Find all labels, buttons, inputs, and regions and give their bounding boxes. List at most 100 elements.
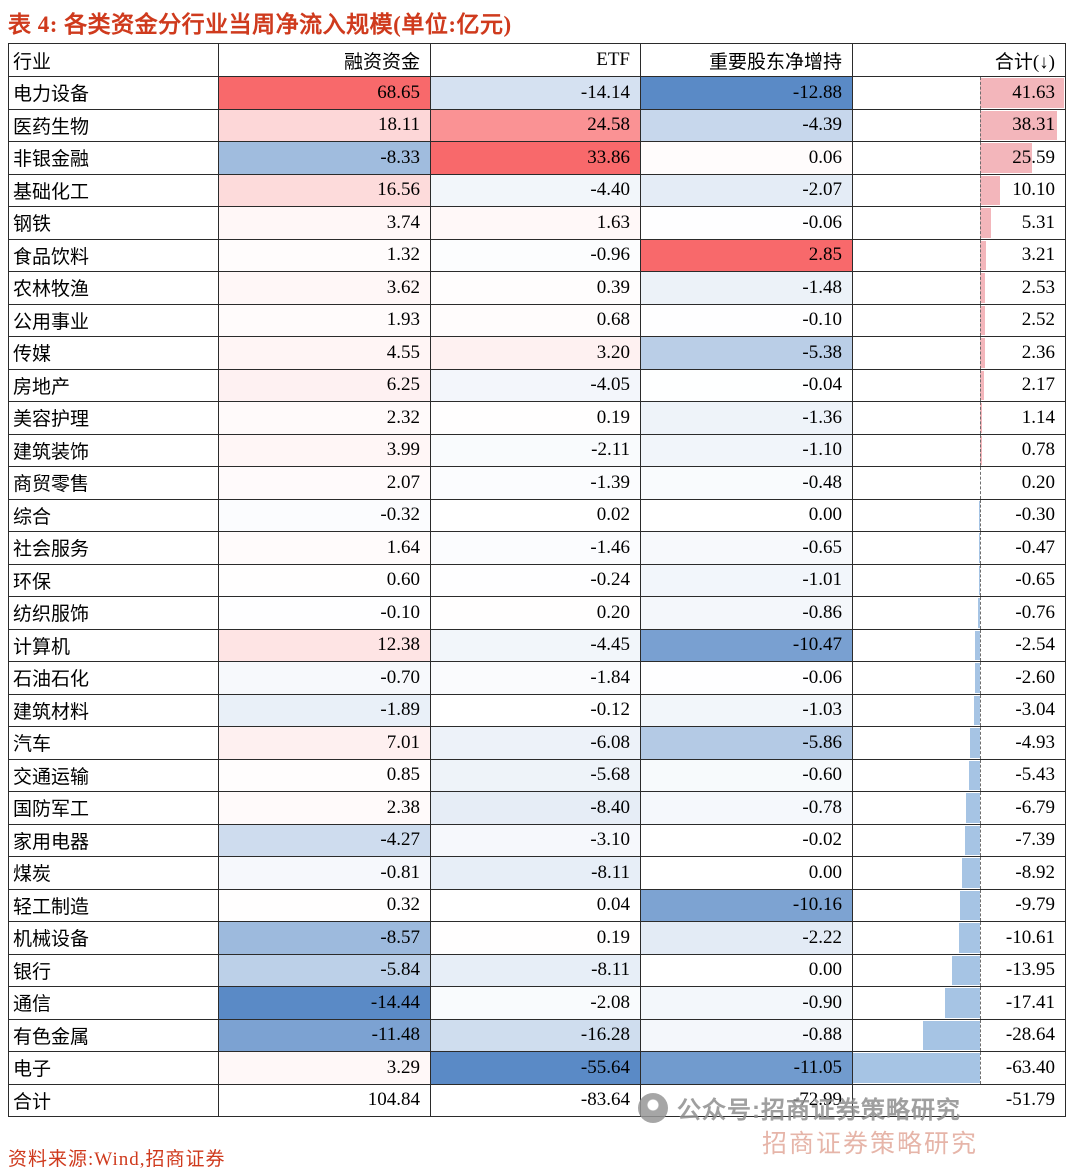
etf-cell: 1.63 xyxy=(430,206,641,240)
data-bar-axis xyxy=(980,369,981,401)
major-holders-cell: -0.06 xyxy=(640,661,853,695)
total-cell: 3.21 xyxy=(852,238,1066,272)
table-row: 纺织服饰 -0.10 0.20 -0.86 -0.76 xyxy=(8,596,1066,630)
industry-cell: 机械设备 xyxy=(8,921,219,955)
margin-funds-cell: -1.89 xyxy=(218,693,431,727)
data-bar-axis xyxy=(980,304,981,336)
table-row: 钢铁 3.74 1.63 -0.06 5.31 xyxy=(8,206,1066,240)
table-row: 家用电器 -4.27 -3.10 -0.02 -7.39 xyxy=(8,823,1066,857)
etf-cell: 0.68 xyxy=(430,303,641,337)
total-value: -17.41 xyxy=(1005,991,1055,1013)
industry-cell: 综合 xyxy=(8,498,219,532)
industry-cell: 有色金属 xyxy=(8,1018,219,1052)
negative-data-bar xyxy=(959,923,980,953)
etf-cell: -0.12 xyxy=(430,693,641,727)
total-cell: 41.63 xyxy=(852,76,1066,110)
header-total-sorted: 合计(↓) xyxy=(852,43,1066,77)
major-holders-cell: -0.78 xyxy=(640,791,853,825)
total-value: -0.47 xyxy=(1015,536,1055,558)
table-row: 通信 -14.44 -2.08 -0.90 -17.41 xyxy=(8,986,1066,1020)
margin-funds-cell: -0.70 xyxy=(218,661,431,695)
total-cell: 2.36 xyxy=(852,336,1066,370)
major-holders-cell: -10.47 xyxy=(640,628,853,662)
major-holders-cell: -72.99 xyxy=(640,1083,853,1117)
data-bar-axis xyxy=(980,532,981,564)
header-industry: 行业 xyxy=(8,43,219,77)
total-value: 2.53 xyxy=(1021,276,1055,298)
major-holders-cell: 0.00 xyxy=(640,953,853,987)
margin-funds-cell: -11.48 xyxy=(218,1018,431,1052)
total-value: 2.17 xyxy=(1021,374,1055,396)
major-holders-cell: -0.86 xyxy=(640,596,853,630)
negative-data-bar xyxy=(974,695,980,725)
table-row: 交通运输 0.85 -5.68 -0.60 -5.43 xyxy=(8,758,1066,792)
margin-funds-cell: 3.29 xyxy=(218,1051,431,1085)
total-value: -2.54 xyxy=(1015,634,1055,656)
total-cell: 0.78 xyxy=(852,433,1066,467)
major-holders-cell: 0.00 xyxy=(640,498,853,532)
negative-data-bar xyxy=(970,728,980,758)
total-value: -3.04 xyxy=(1015,699,1055,721)
industry-cell: 通信 xyxy=(8,986,219,1020)
total-cell: -51.79 xyxy=(852,1083,1066,1117)
etf-cell: 33.86 xyxy=(430,141,641,175)
negative-data-bar xyxy=(979,565,980,595)
positive-data-bar xyxy=(980,305,985,335)
data-bar-axis xyxy=(980,1052,981,1084)
total-value: -4.93 xyxy=(1015,731,1055,753)
total-value: -8.92 xyxy=(1015,861,1055,883)
total-value: -51.79 xyxy=(1005,1089,1055,1111)
industry-cell: 医药生物 xyxy=(8,108,219,142)
total-cell: -4.93 xyxy=(852,726,1066,760)
margin-funds-cell: 12.38 xyxy=(218,628,431,662)
total-value: 2.52 xyxy=(1021,309,1055,331)
table-row: 房地产 6.25 -4.05 -0.04 2.17 xyxy=(8,368,1066,402)
etf-cell: -1.84 xyxy=(430,661,641,695)
etf-cell: 0.20 xyxy=(430,596,641,630)
data-bar-axis xyxy=(980,662,981,694)
header-major-holders: 重要股东净增持 xyxy=(640,43,853,77)
positive-data-bar xyxy=(980,110,1057,140)
etf-cell: -0.96 xyxy=(430,238,641,272)
etf-cell: -4.40 xyxy=(430,173,641,207)
etf-cell: -6.08 xyxy=(430,726,641,760)
major-holders-cell: -10.16 xyxy=(640,888,853,922)
margin-funds-cell: 4.55 xyxy=(218,336,431,370)
etf-cell: -1.46 xyxy=(430,531,641,565)
table-row: 石油石化 -0.70 -1.84 -0.06 -2.60 xyxy=(8,661,1066,695)
total-cell: 38.31 xyxy=(852,108,1066,142)
negative-data-bar xyxy=(960,890,980,920)
table-row: 公用事业 1.93 0.68 -0.10 2.52 xyxy=(8,303,1066,337)
positive-data-bar xyxy=(980,273,985,303)
etf-cell: -16.28 xyxy=(430,1018,641,1052)
table-row: 电力设备 68.65 -14.14 -12.88 41.63 xyxy=(8,76,1066,110)
major-holders-cell: -0.60 xyxy=(640,758,853,792)
data-bar-axis xyxy=(980,857,981,889)
table-row: 建筑装饰 3.99 -2.11 -1.10 0.78 xyxy=(8,433,1066,467)
table-row: 传媒 4.55 3.20 -5.38 2.36 xyxy=(8,336,1066,370)
margin-funds-cell: 18.11 xyxy=(218,108,431,142)
data-bar-axis xyxy=(980,77,981,109)
total-value: 41.63 xyxy=(1012,81,1055,103)
negative-data-bar xyxy=(965,825,980,855)
total-value: -5.43 xyxy=(1015,764,1055,786)
margin-funds-cell: 6.25 xyxy=(218,368,431,402)
major-holders-cell: -0.06 xyxy=(640,206,853,240)
header-etf: ETF xyxy=(430,43,641,77)
positive-data-bar xyxy=(980,435,982,465)
total-value: -28.64 xyxy=(1005,1024,1055,1046)
industry-cell: 房地产 xyxy=(8,368,219,402)
industry-cell: 非银金融 xyxy=(8,141,219,175)
total-value: 10.10 xyxy=(1012,179,1055,201)
total-cell: -8.92 xyxy=(852,856,1066,890)
data-bar-axis xyxy=(980,402,981,434)
total-cell: -0.30 xyxy=(852,498,1066,532)
total-cell: -0.76 xyxy=(852,596,1066,630)
major-holders-cell: -5.86 xyxy=(640,726,853,760)
positive-data-bar xyxy=(980,143,1032,173)
margin-funds-cell: 0.32 xyxy=(218,888,431,922)
margin-funds-cell: -5.84 xyxy=(218,953,431,987)
table-row: 综合 -0.32 0.02 0.00 -0.30 xyxy=(8,498,1066,532)
data-bar-axis xyxy=(980,922,981,954)
negative-data-bar xyxy=(969,760,980,790)
